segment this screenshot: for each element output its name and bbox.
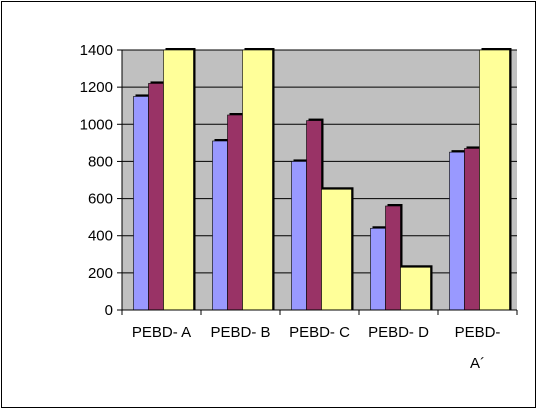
bar — [385, 205, 401, 311]
chart-frame: 0 200 400 600 800 1000 1200 1400 PEBD- A PEBD- B P… — [1, 1, 536, 408]
y-tick-label: 0 — [105, 302, 113, 319]
x-tick-label: PEBD- B — [210, 324, 270, 341]
bar — [400, 266, 431, 311]
y-tick-label: 1400 — [80, 42, 113, 59]
bar — [133, 96, 149, 311]
bar — [306, 120, 322, 311]
y-tick-label: 1000 — [80, 116, 113, 133]
x-tick-label: A´ — [470, 355, 485, 372]
bar — [291, 161, 307, 311]
x-tick-label: PEBD- D — [368, 324, 429, 341]
bar — [227, 114, 243, 311]
bar — [242, 49, 273, 311]
y-tick-label: 1200 — [80, 79, 113, 96]
bar — [148, 83, 164, 311]
bar — [370, 227, 386, 311]
x-tick-label: PEBD- C — [289, 324, 350, 341]
bar — [479, 49, 510, 311]
x-tick-label: PEBD- — [455, 324, 501, 341]
x-tick-label: PEBD- A — [132, 324, 191, 341]
bar — [321, 188, 352, 311]
bar — [212, 140, 228, 311]
bar — [163, 49, 194, 311]
bar-chart: 0 200 400 600 800 1000 1200 1400 PEBD- A PEBD- B P… — [80, 42, 518, 372]
y-tick-label: 600 — [88, 191, 113, 208]
bar — [449, 151, 465, 311]
bar — [464, 148, 480, 311]
y-tick-label: 200 — [88, 265, 113, 282]
y-tick-label: 800 — [88, 153, 113, 170]
y-tick-label: 400 — [88, 228, 113, 245]
